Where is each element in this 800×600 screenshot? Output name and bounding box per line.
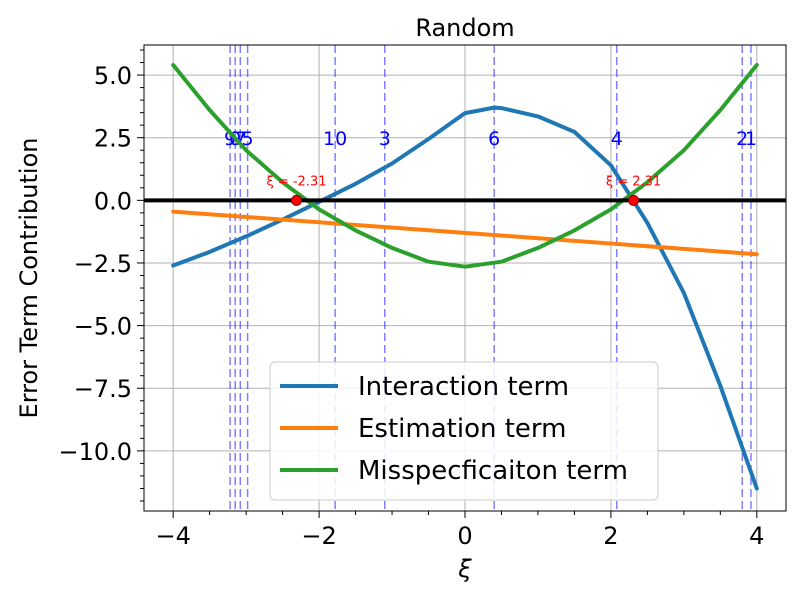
vertical-marker-label: 5 bbox=[242, 128, 254, 150]
root-point bbox=[628, 194, 640, 206]
legend: Interaction term Estimation term Misspecfi… bbox=[269, 361, 659, 501]
root-label: ξ = 2.31 bbox=[606, 174, 661, 189]
x-axis-title: ξ bbox=[457, 555, 472, 583]
y-tick-label: 0.0 bbox=[94, 187, 132, 215]
vertical-marker-label: 6 bbox=[488, 128, 500, 150]
y-tick-label: −10.0 bbox=[58, 438, 132, 466]
tick-layer: −4 −2 0 2 4 5.0 2.5 0.0 −2.5 −5.0 −7.5 −10.0 bbox=[58, 49, 764, 550]
y-tick-label: 5.0 bbox=[94, 62, 132, 90]
legend-label-3: Misspecficaiton term bbox=[358, 456, 628, 486]
x-tick-label: −4 bbox=[155, 522, 190, 550]
root-marker-layer: ξ = -2.31 ξ = 2.31 bbox=[266, 174, 661, 206]
chart-title: Random bbox=[415, 14, 514, 42]
y-axis-title: Error Term Contribution bbox=[15, 138, 43, 419]
vertical-marker-label: 1 bbox=[745, 128, 757, 150]
x-tick-label: −2 bbox=[301, 522, 336, 550]
y-tick-label: −7.5 bbox=[74, 375, 132, 403]
x-tick-label: 0 bbox=[457, 522, 472, 550]
legend-label-1: Interaction term bbox=[358, 372, 569, 402]
series-line-3 bbox=[171, 63, 759, 269]
series-layer bbox=[171, 63, 759, 491]
y-tick-label: −5.0 bbox=[74, 313, 132, 341]
series-line-2 bbox=[171, 209, 759, 257]
x-tick-label: 2 bbox=[603, 522, 618, 550]
vertical-marker-label: 10 bbox=[323, 128, 347, 150]
vertical-marker-label: 4 bbox=[611, 128, 623, 150]
vertical-marker-label: 2 bbox=[736, 128, 748, 150]
legend-label-2: Estimation term bbox=[358, 414, 566, 444]
root-label: ξ = -2.31 bbox=[266, 174, 326, 189]
legend-box bbox=[269, 361, 659, 501]
y-tick-label: −2.5 bbox=[74, 250, 132, 278]
vertical-marker-label: 3 bbox=[379, 128, 391, 150]
series-line-1 bbox=[171, 105, 759, 491]
y-tick-label: 2.5 bbox=[94, 125, 132, 153]
root-point bbox=[290, 194, 302, 206]
x-tick-label: 4 bbox=[749, 522, 764, 550]
